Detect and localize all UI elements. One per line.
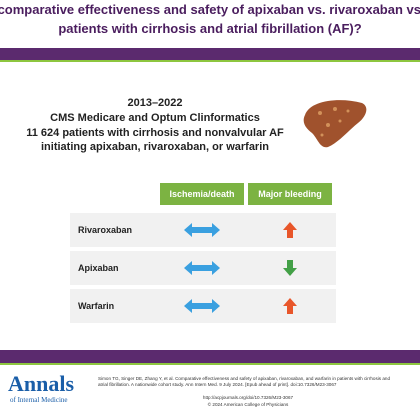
band: [0, 60, 420, 62]
copyright: © 2024 American College of Physicians: [207, 402, 289, 407]
liver-icon: [303, 100, 367, 148]
population: initiating apixaban, rivaroxaban, or war…: [40, 141, 269, 153]
band: [0, 48, 420, 60]
column-header: Major bleeding: [248, 183, 332, 205]
logo: Annals: [8, 371, 75, 396]
citation: Simon TG, Singer DE, Zhang Y, et al. Com…: [98, 376, 391, 387]
row-label: Apixaban: [78, 263, 119, 273]
title: the comparative effectiveness and safety…: [0, 2, 420, 17]
band: [0, 363, 420, 365]
title: patients with cirrhosis and atrial fibri…: [58, 21, 362, 36]
period: 2013–2022: [127, 97, 183, 109]
column-header: Ischemia/death: [160, 183, 244, 205]
logo-sub: of Internal Medicine: [10, 396, 68, 404]
sources: CMS Medicare and Optum Clinformatics: [50, 112, 260, 124]
band: [0, 350, 420, 363]
row-label: Warfarin: [78, 301, 115, 311]
population: 11 624 patients with cirrhosis and nonva…: [26, 127, 284, 139]
row-label: Rivaroxaban: [78, 225, 133, 235]
url: http://acpjournals.org/doi/10.7326/M23-3…: [202, 395, 294, 400]
